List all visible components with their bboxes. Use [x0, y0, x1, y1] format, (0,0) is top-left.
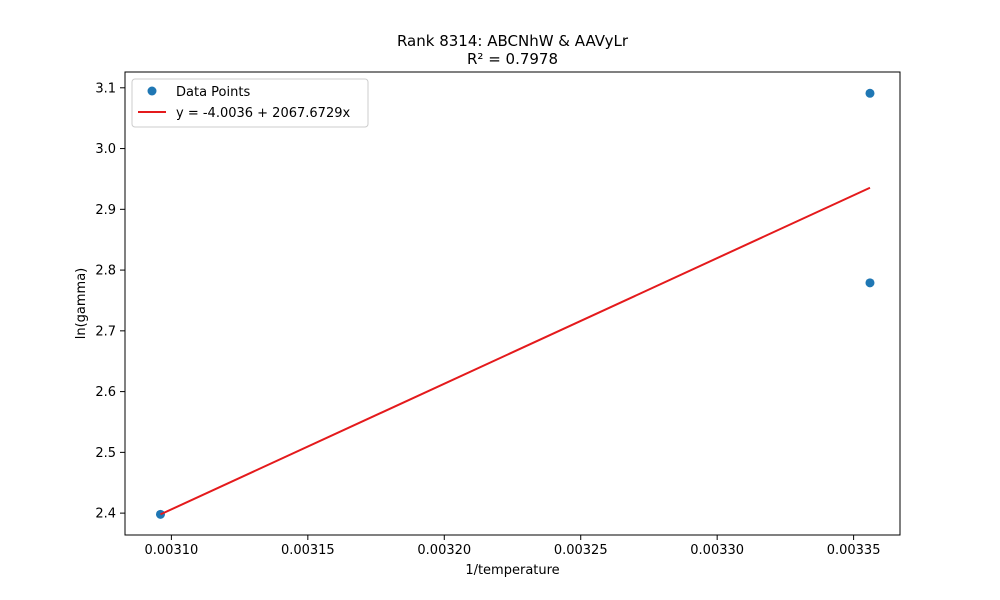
- y-axis-label: ln(gamma): [74, 268, 89, 340]
- data-point: [865, 88, 875, 98]
- legend: Data Points y = -4.0036 + 2067.6729x: [131, 78, 369, 128]
- x-tick-label: 0.00310: [145, 543, 199, 558]
- x-tick-label: 0.00335: [827, 543, 881, 558]
- legend-label-data-points: Data Points: [176, 85, 250, 100]
- x-tick-label: 0.00325: [554, 543, 608, 558]
- y-tick-label: 2.7: [95, 324, 116, 339]
- x-axis-ticks: 0.00310 0.00315 0.00320 0.00325 0.00330 0.003…: [145, 535, 881, 558]
- plot-frame: [124, 71, 901, 536]
- y-tick-label: 2.6: [95, 385, 116, 400]
- chart-subtitle: R² = 0.7978: [467, 50, 558, 68]
- y-tick-label: 2.8: [95, 264, 116, 279]
- y-axis-ticks: 2.4 2.5 2.6 2.7 2.8 2.9 3.0 3.1: [95, 81, 125, 522]
- x-tick-label: 0.00320: [417, 543, 471, 558]
- y-tick-label: 2.4: [95, 507, 116, 522]
- y-tick-label: 2.5: [95, 446, 116, 461]
- chart-title: Rank 8314: ABCNhW & AAVyLr: [397, 32, 629, 50]
- y-tick-label: 3.1: [95, 81, 116, 96]
- legend-label-fit-line: y = -4.0036 + 2067.6729x: [176, 106, 350, 121]
- data-point: [865, 278, 875, 288]
- plot-area: [155, 88, 875, 519]
- fit-line: [160, 186, 871, 516]
- y-tick-label: 2.9: [95, 203, 116, 218]
- x-axis-label: 1/temperature: [465, 563, 559, 578]
- legend-marker-data-points: [147, 86, 157, 96]
- x-tick-label: 0.00330: [690, 543, 744, 558]
- x-tick-label: 0.00315: [281, 543, 335, 558]
- legend-box: [131, 78, 369, 128]
- y-tick-label: 3.0: [95, 142, 116, 157]
